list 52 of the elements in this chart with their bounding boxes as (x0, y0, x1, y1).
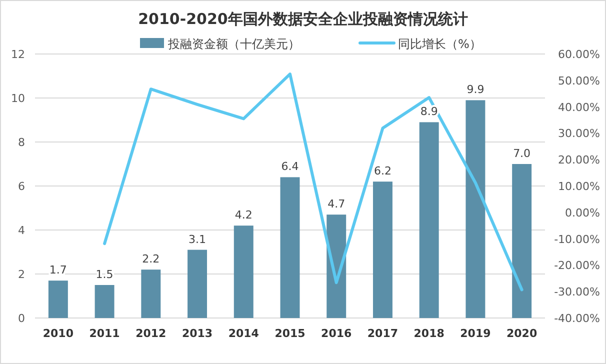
data-label: 1.5 (96, 268, 114, 281)
x-tick-label: 2010 (42, 327, 74, 340)
y-tick-label: 12 (11, 48, 25, 61)
x-tick-label: 2011 (89, 327, 120, 340)
data-label: 2.2 (142, 252, 160, 266)
y-tick-label: 4 (18, 224, 25, 237)
legend-label: 同比增长（%） (398, 37, 482, 51)
x-tick-label: 2014 (228, 327, 260, 340)
y2-tick-label: 30.00% (558, 127, 600, 140)
x-tick-label: 2017 (367, 327, 398, 340)
y-tick-label: 0 (18, 312, 25, 325)
x-tick-label: 2015 (274, 327, 306, 340)
y2-tick-label: -10.00% (554, 232, 600, 246)
x-tick-label: 2020 (506, 327, 538, 340)
y2-tick-label: -40.00% (554, 312, 600, 325)
bar (466, 100, 486, 318)
data-label: 7.0 (513, 147, 531, 160)
bar (141, 270, 161, 318)
x-tick-label: 2013 (182, 327, 213, 340)
y2-tick-label: 50.00% (558, 74, 600, 88)
y-tick-label: 6 (18, 180, 25, 193)
data-label: 4.7 (328, 198, 346, 211)
y2-tick-label: 60.00% (558, 48, 600, 61)
y2-tick-label: -20.00% (554, 259, 600, 272)
bar (234, 226, 254, 318)
bar (280, 177, 300, 318)
bar (419, 122, 439, 318)
bar (372, 182, 392, 318)
data-label: 1.7 (49, 264, 67, 277)
x-tick-label: 2019 (460, 327, 491, 340)
y-tick-label: 2 (18, 268, 25, 281)
bar (48, 280, 68, 318)
data-label: 6.4 (281, 160, 299, 174)
y2-tick-label: 40.00% (558, 100, 600, 114)
x-tick-label: 2016 (321, 327, 352, 340)
legend-label: 投融资金额（十亿美元） (167, 37, 300, 51)
y-tick-label: 10 (11, 92, 25, 105)
y2-tick-label: 10.00% (558, 180, 600, 193)
data-label: 6.2 (374, 164, 392, 178)
x-tick-label: 2018 (414, 327, 444, 340)
y2-tick-label: 0.00% (565, 206, 600, 220)
data-label: 3.1 (188, 232, 206, 246)
data-label: 9.9 (466, 83, 484, 96)
y-tick-label: 8 (18, 136, 25, 149)
bar (94, 285, 114, 318)
y2-tick-label: 20.00% (558, 154, 600, 167)
bar (512, 164, 532, 318)
chart-title: 2010-2020年国外数据安全企业投融资情况统计 (138, 10, 468, 28)
x-tick-label: 2012 (136, 327, 166, 340)
y2-tick-label: -30.00% (554, 286, 600, 299)
bar (188, 250, 208, 318)
data-label: 4.2 (234, 208, 252, 222)
